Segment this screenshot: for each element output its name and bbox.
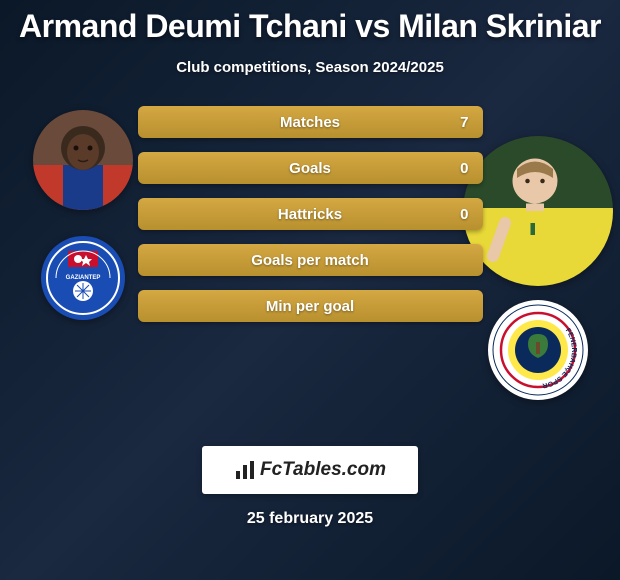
stat-label: Min per goal bbox=[266, 298, 354, 315]
right-player-column: FENERBAHÇE SPOR bbox=[483, 136, 593, 400]
comparison-card: Armand Deumi Tchani vs Milan Skriniar Cl… bbox=[0, 0, 620, 580]
stat-bar-gpm: Goals per match bbox=[138, 244, 483, 276]
stat-bar-mpg: Min per goal bbox=[138, 290, 483, 322]
chart-icon bbox=[234, 459, 256, 481]
club-left-badge-svg: GAZIANTEP bbox=[46, 241, 120, 315]
player-right-avatar bbox=[463, 136, 613, 286]
player-left-avatar-svg bbox=[33, 110, 133, 210]
fctables-badge: FcTables.com bbox=[202, 446, 418, 494]
left-player-column: GAZIANTEP bbox=[28, 110, 138, 320]
club-right-badge: FENERBAHÇE SPOR bbox=[488, 300, 588, 400]
club-left-badge: GAZIANTEP bbox=[41, 236, 125, 320]
stat-label: Matches bbox=[280, 114, 340, 131]
player-left-avatar bbox=[33, 110, 133, 210]
stat-value-right: 0 bbox=[460, 206, 468, 223]
stats-column: Matches 7 Goals 0 Hattricks 0 Goals per … bbox=[138, 106, 483, 322]
stat-label: Goals per match bbox=[251, 252, 369, 269]
date-text: 25 february 2025 bbox=[247, 510, 373, 528]
fctables-text: FcTables.com bbox=[260, 459, 386, 481]
stat-value-right: 7 bbox=[460, 114, 468, 131]
stat-bar-matches: Matches 7 bbox=[138, 106, 483, 138]
subtitle: Club competitions, Season 2024/2025 bbox=[176, 59, 444, 76]
svg-text:GAZIANTEP: GAZIANTEP bbox=[65, 275, 100, 281]
player-right-avatar-svg bbox=[463, 136, 613, 286]
stat-bar-hattricks: Hattricks 0 bbox=[138, 198, 483, 230]
stat-bar-goals: Goals 0 bbox=[138, 152, 483, 184]
page-title: Armand Deumi Tchani vs Milan Skriniar bbox=[19, 8, 601, 45]
stat-value-right: 0 bbox=[460, 160, 468, 177]
main-row: GAZIANTEP Matches 7 Goals 0 Hattricks 0 … bbox=[0, 106, 620, 400]
stat-label: Goals bbox=[289, 160, 331, 177]
stat-label: Hattricks bbox=[278, 206, 342, 223]
club-right-badge-svg: FENERBAHÇE SPOR bbox=[492, 304, 584, 396]
